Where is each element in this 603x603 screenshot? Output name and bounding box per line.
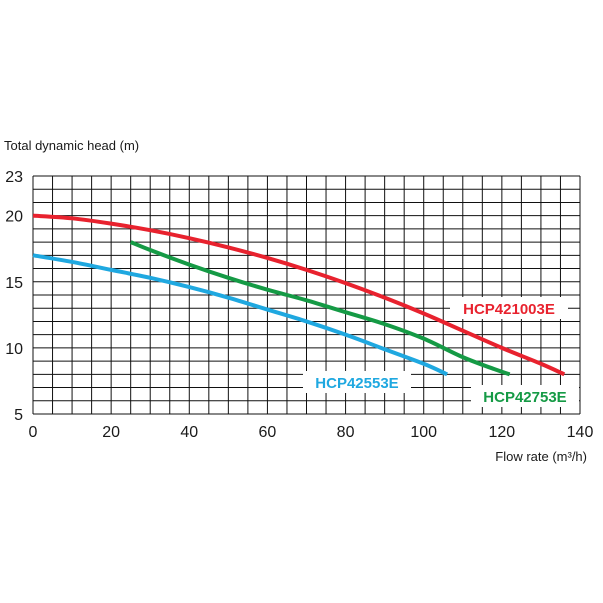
label-hcp42753e: HCP42753E bbox=[471, 385, 579, 407]
label-hcp42753e-background bbox=[471, 385, 579, 407]
tick-labels: 0 20 40 60 80 100 120 140 5 10 15 20 23 bbox=[5, 169, 593, 441]
x-axis-title: Flow rate (m³/h) bbox=[495, 449, 587, 464]
x-tick-label: 0 bbox=[29, 424, 38, 441]
y-tick-label: 10 bbox=[5, 341, 23, 358]
label-hcp42553e-text: HCP42553E bbox=[315, 375, 398, 392]
series-lines bbox=[32, 213, 566, 377]
series-line-hcp42753e bbox=[129, 240, 511, 377]
y-tick-label: 15 bbox=[5, 275, 23, 292]
label-hcp42753e-text: HCP42753E bbox=[483, 389, 566, 406]
y-tick-label: 20 bbox=[5, 209, 23, 226]
label-hcp421003e-background bbox=[450, 297, 568, 319]
x-tick-label: 20 bbox=[102, 424, 120, 441]
label-hcp42553e-background bbox=[303, 371, 411, 393]
x-tick-label: 100 bbox=[410, 424, 437, 441]
y-axis-title: Total dynamic head (m) bbox=[4, 138, 139, 153]
x-tick-label: 60 bbox=[259, 424, 277, 441]
y-tick-label: 23 bbox=[5, 169, 23, 186]
label-hcp42553e: HCP42553E bbox=[303, 371, 411, 393]
x-tick-label: 80 bbox=[337, 424, 355, 441]
series-line-hcp42553e bbox=[32, 253, 448, 377]
x-tick-label: 140 bbox=[567, 424, 594, 441]
label-hcp421003e: HCP421003E bbox=[450, 297, 568, 319]
x-tick-label: 40 bbox=[180, 424, 198, 441]
x-tick-label: 120 bbox=[489, 424, 516, 441]
label-hcp421003e-text: HCP421003E bbox=[463, 301, 555, 318]
y-tick-label: 5 bbox=[14, 407, 23, 424]
series-line-hcp421003e bbox=[32, 213, 566, 377]
